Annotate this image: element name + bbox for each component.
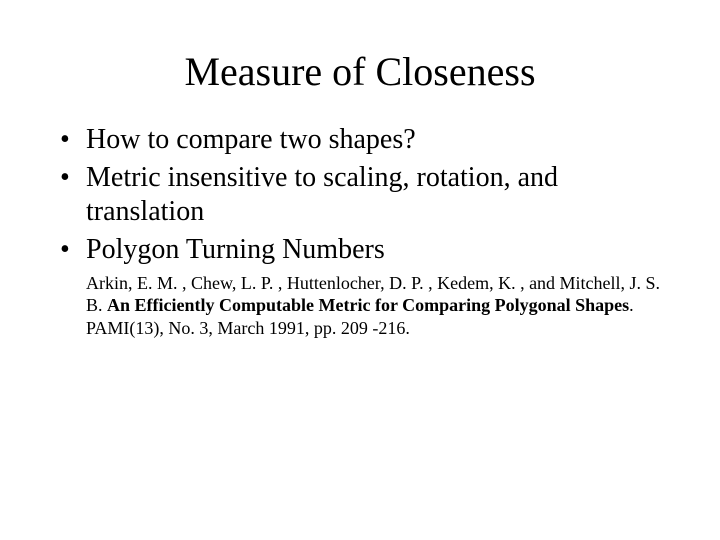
- slide-body: How to compare two shapes? Metric insens…: [0, 123, 720, 339]
- slide-title: Measure of Closeness: [0, 0, 720, 123]
- bullet-text: Polygon Turning Numbers: [86, 234, 385, 265]
- bullet-item: Polygon Turning Numbers: [56, 233, 664, 267]
- bullet-item: Metric insensitive to scaling, rotation,…: [56, 161, 664, 229]
- citation: Arkin, E. M. , Chew, L. P. , Huttenloche…: [56, 272, 664, 340]
- bullet-list: How to compare two shapes? Metric insens…: [56, 123, 664, 268]
- bullet-text: Metric insensitive to scaling, rotation,…: [86, 162, 558, 227]
- bullet-text: How to compare two shapes?: [86, 124, 416, 155]
- bullet-item: How to compare two shapes?: [56, 123, 664, 157]
- slide: Measure of Closeness How to compare two …: [0, 0, 720, 540]
- citation-title: An Efficiently Computable Metric for Com…: [107, 295, 629, 315]
